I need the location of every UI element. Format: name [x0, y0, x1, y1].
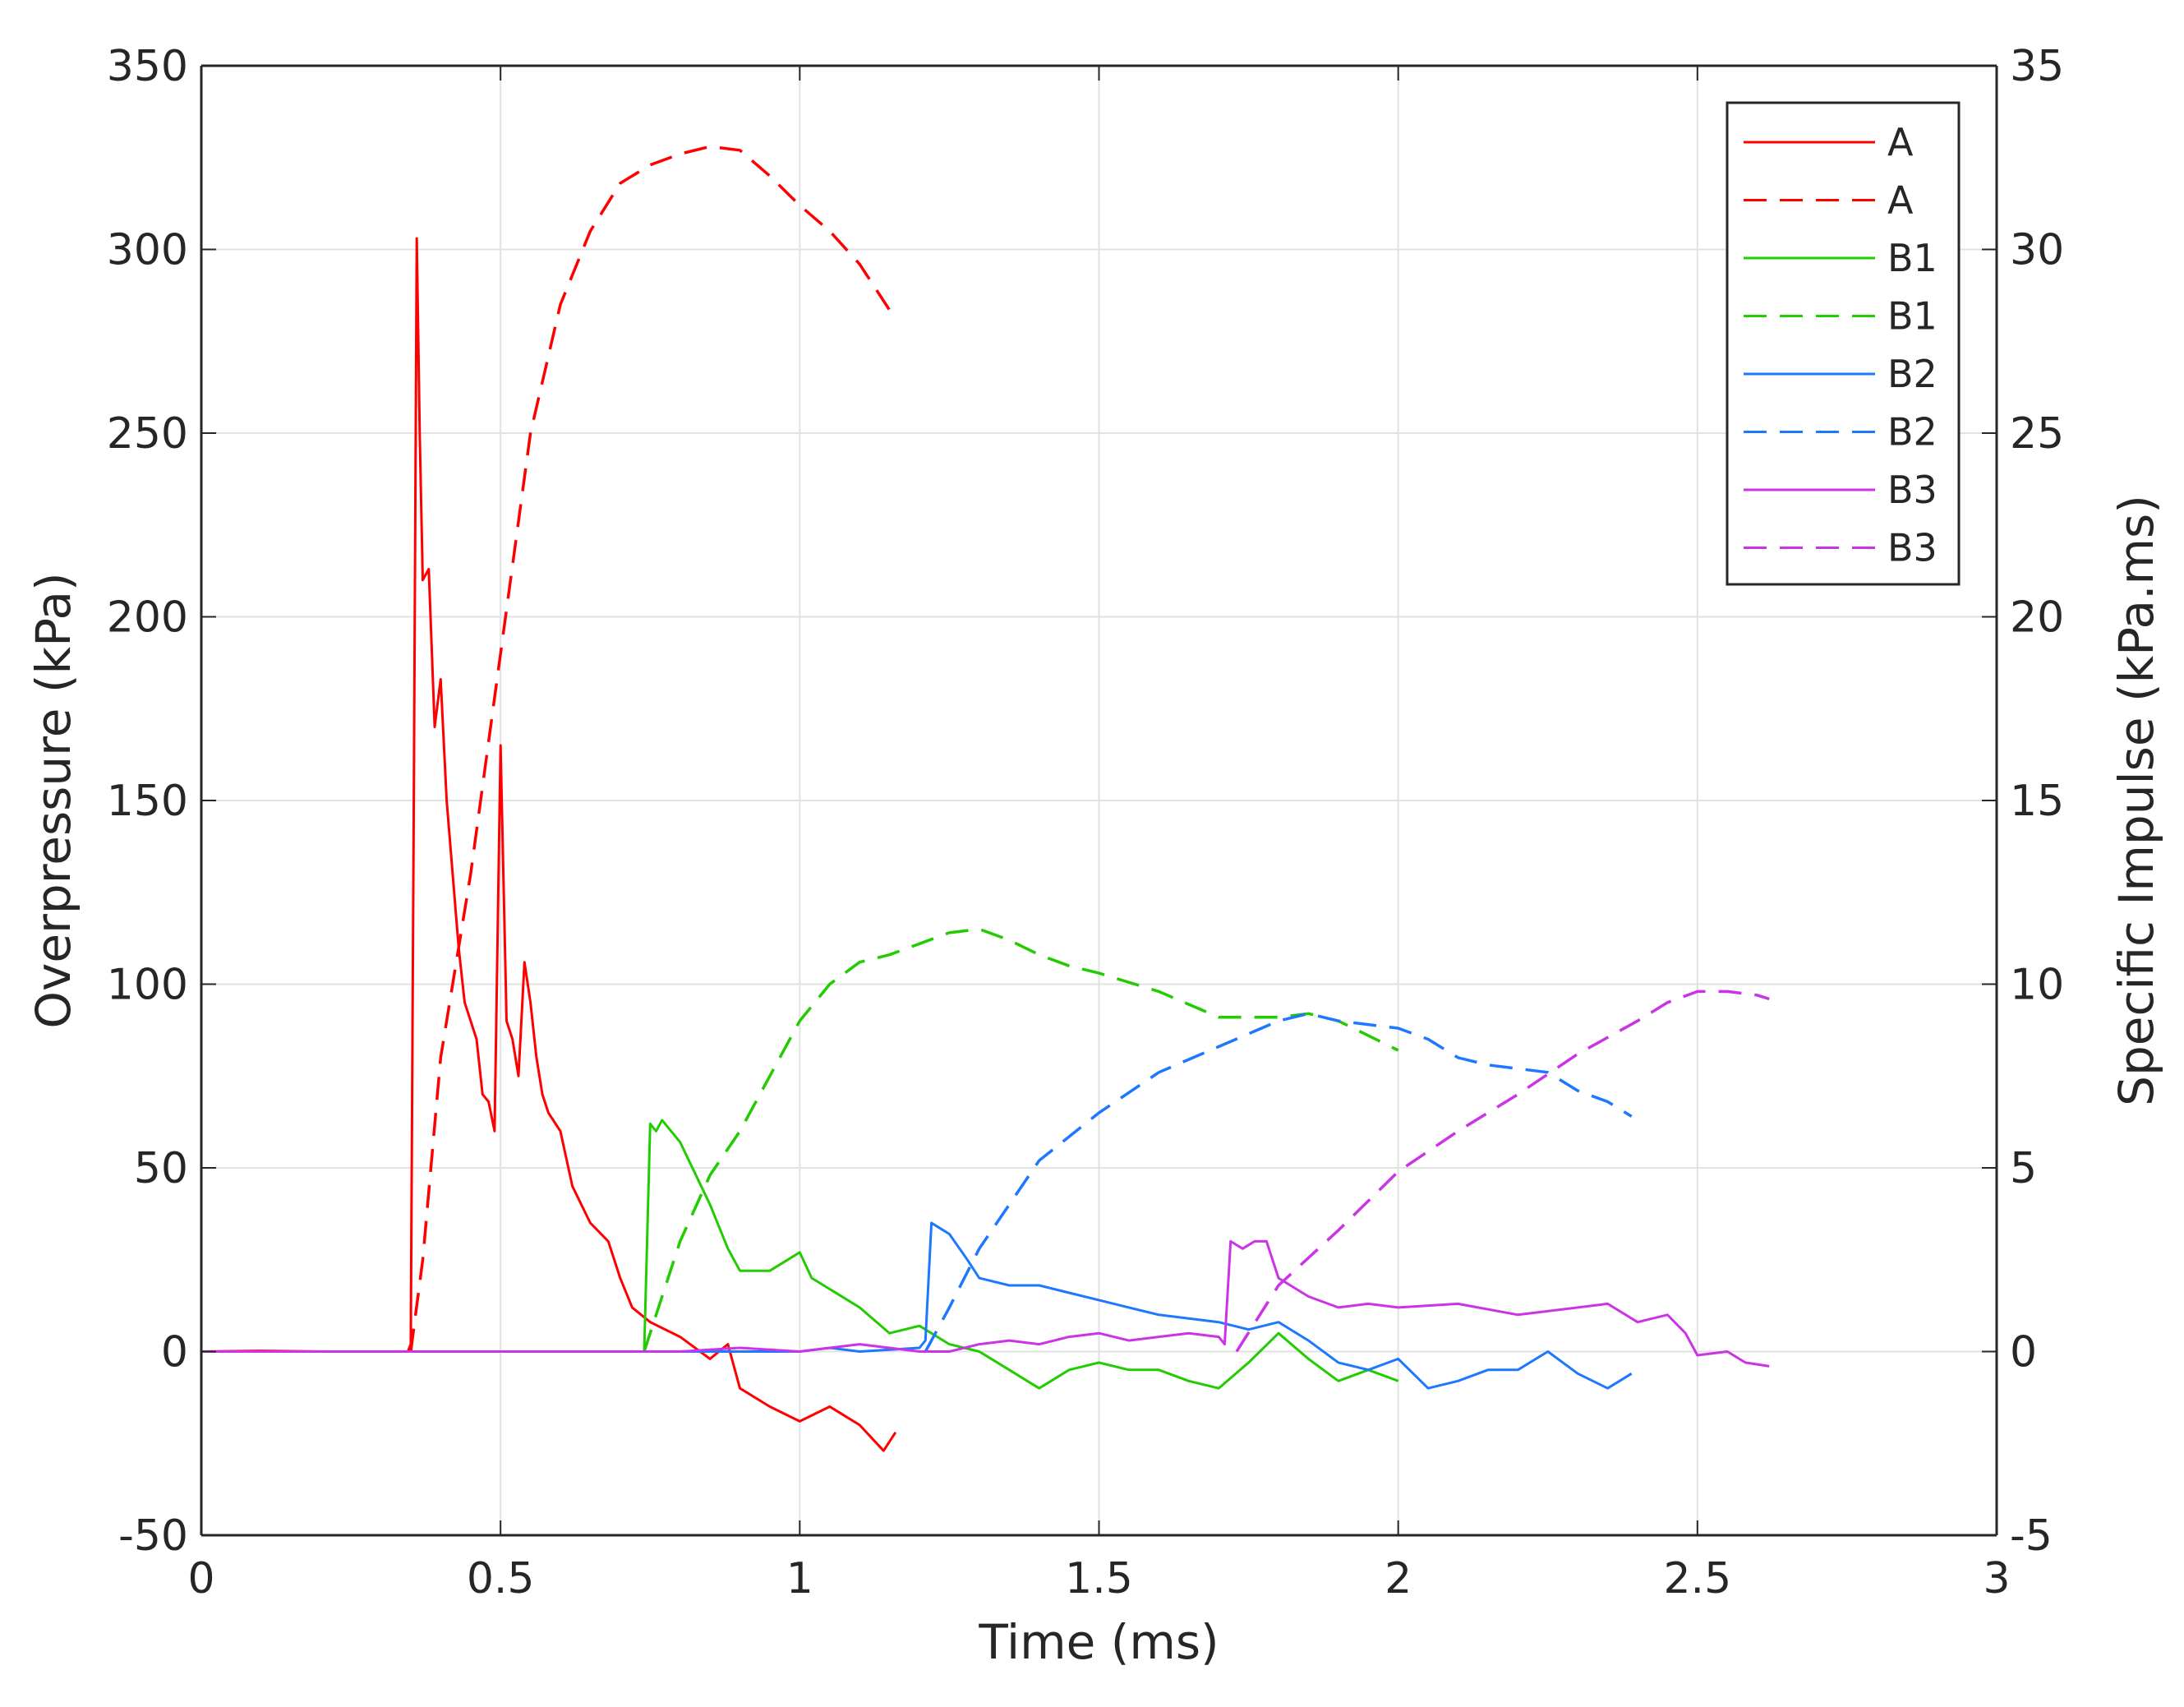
y-tick-label-left: 350 [107, 42, 188, 91]
y-tick-label-left: 300 [107, 226, 188, 275]
legend-label: B1 [1887, 294, 1937, 339]
x-tick-label: 2.5 [1663, 1554, 1731, 1603]
series-line-a-solid [200, 237, 897, 1452]
y-tick-label-left: 50 [134, 1144, 188, 1193]
y-tick-label-left: -50 [118, 1511, 188, 1561]
x-tick-label: 1.5 [1065, 1554, 1133, 1603]
y-tick-label-right: 10 [2010, 961, 2064, 1010]
x-tick-label: 2 [1385, 1554, 1412, 1603]
y-tick-label-left: 200 [107, 593, 188, 643]
y-tick-label-left: 150 [107, 777, 188, 826]
y-tick-label-right: 20 [2010, 593, 2064, 643]
legend-box [1726, 101, 1961, 586]
legend-label: A [1887, 178, 1914, 223]
axes [200, 64, 1998, 1537]
series-line-b3-solid [201, 1239, 1770, 1368]
x-tick-label: 0 [187, 1554, 214, 1603]
y-tick-label-right: 0 [2010, 1328, 2037, 1377]
legend-label: A [1887, 120, 1914, 164]
y-axis-label-right: Specific Impulse (kPa.ms) [2108, 495, 2164, 1106]
x-axis-label: Time (ms) [978, 1614, 1219, 1670]
y-tick-label-right: -5 [2010, 1511, 2053, 1561]
legend-label: B2 [1887, 352, 1937, 396]
series-line-b1-dashed [643, 927, 1399, 1353]
y-tick-label-right: 30 [2010, 226, 2064, 275]
x-tick-label: 1 [786, 1554, 813, 1603]
x-tick-label: 3 [1983, 1554, 2010, 1603]
series-line-b1-solid [201, 1119, 1399, 1390]
legend: AA B1 B1 B2 B2 B3 B3 [1726, 101, 1961, 586]
tick-labels: 0 0.5 1 1.5 2 2.5 3-50050100150200250300350-50… [107, 42, 2064, 1603]
legend-label: B1 [1887, 236, 1937, 280]
y-axis-label-left: Overpressure (kPa) [25, 572, 81, 1028]
y-tick-label-left: 100 [107, 961, 188, 1010]
y-tick-label-left: 250 [107, 409, 188, 459]
legend-label: B2 [1887, 410, 1937, 454]
y-tick-label-right: 15 [2010, 777, 2064, 826]
y-tick-label-left: 0 [161, 1328, 188, 1377]
y-tick-label-right: 25 [2010, 409, 2064, 459]
series-line-b3-dashed [1235, 990, 1770, 1353]
series-line-b2-dashed [924, 1012, 1633, 1353]
y-tick-label-right: 5 [2010, 1144, 2037, 1193]
series-layer [200, 145, 1770, 1452]
series-line-b2-solid [201, 1221, 1633, 1390]
x-tick-label: 0.5 [467, 1554, 535, 1603]
y-tick-label-right: 35 [2010, 42, 2064, 91]
legend-label: B3 [1887, 468, 1937, 512]
legend-label: B3 [1887, 526, 1937, 570]
series-line-a-dashed [409, 145, 897, 1352]
